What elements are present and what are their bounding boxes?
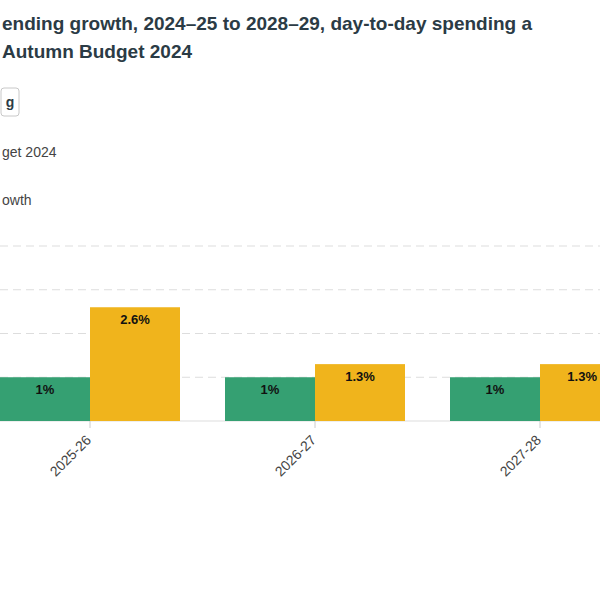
grid <box>0 246 600 421</box>
data-labels: 1% 1% 1% 2.6% 1.3% 1.3% <box>36 312 598 397</box>
grid-line <box>0 246 600 247</box>
data-label: 1% <box>36 382 55 397</box>
bar <box>225 377 315 421</box>
subtitle: Autumn Budget 2024 <box>2 41 192 62</box>
bar <box>315 364 405 421</box>
data-label: 1% <box>261 382 280 397</box>
x-tick-label: 2025-26 <box>46 432 94 480</box>
chart-root: ending growth, 2024–25 to 2028–29, day-t… <box>0 0 600 600</box>
bar <box>90 307 180 421</box>
grid-line <box>0 289 600 290</box>
x-tick <box>315 421 316 428</box>
title: ending growth, 2024–25 to 2028–29, day-t… <box>2 13 532 34</box>
legend-label: get 2024 <box>2 144 57 160</box>
x-axis: 2025-26 2026-27 2027-28 <box>46 421 544 479</box>
bar <box>540 364 600 421</box>
button-frame[interactable] <box>1 88 19 116</box>
x-tick <box>540 421 541 428</box>
data-label: 2.6% <box>120 312 150 327</box>
chart-svg: ending growth, 2024–25 to 2028–29, day-t… <box>0 0 600 600</box>
bar <box>0 377 90 421</box>
bars <box>0 307 600 421</box>
x-tick-label: 2026-27 <box>271 432 319 480</box>
button-label[interactable]: g <box>6 94 15 110</box>
data-label: 1.3% <box>345 369 375 384</box>
button[interactable]: g <box>1 88 19 116</box>
legend: get 2024 owth <box>2 144 57 208</box>
x-tick-label: 2027-28 <box>496 432 544 480</box>
x-tick <box>90 421 91 428</box>
data-label: 1% <box>486 382 505 397</box>
legend-label: owth <box>2 192 32 208</box>
data-label: 1.3% <box>567 369 597 384</box>
bar <box>450 377 540 421</box>
